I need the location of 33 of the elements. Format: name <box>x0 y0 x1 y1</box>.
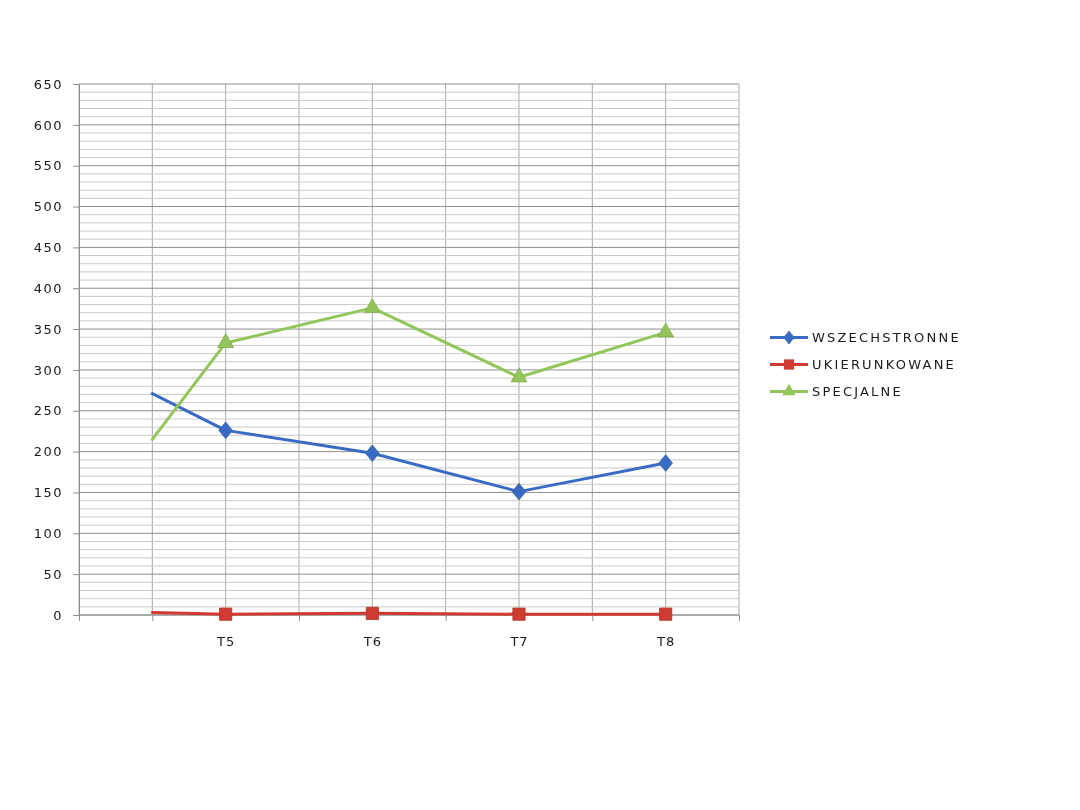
point <box>218 421 233 440</box>
y-tick-label: 50 <box>43 566 63 582</box>
point <box>217 333 235 348</box>
y-tick-label: 400 <box>33 280 63 296</box>
y-tick-label: 0 <box>53 607 63 623</box>
y-tick-label: 100 <box>33 525 63 541</box>
y-tick-label: 500 <box>33 199 63 215</box>
point <box>363 298 381 313</box>
point <box>659 607 673 621</box>
point <box>512 607 526 621</box>
x-tick-label: T8 <box>656 634 676 650</box>
y-tick-label: 250 <box>33 403 63 419</box>
point <box>657 322 675 338</box>
legend-label: WSZECHSTRONNE <box>812 330 961 346</box>
y-tick-label: 600 <box>33 117 63 133</box>
point <box>219 607 233 621</box>
point <box>365 444 380 462</box>
legend-label: UKIERUNKOWANE <box>812 357 956 373</box>
y-tick-label: 650 <box>33 76 63 92</box>
x-tick-label: T5 <box>216 634 236 650</box>
x-tick-label: T7 <box>509 634 529 650</box>
legend-label: SPECJALNE <box>812 384 903 400</box>
y-tick-label: 300 <box>33 362 63 378</box>
y-tick-label: 150 <box>33 485 63 501</box>
y-tick-label: 200 <box>33 444 63 460</box>
point <box>365 606 379 620</box>
y-tick-label: 450 <box>33 240 63 256</box>
point <box>510 367 528 383</box>
y-tick-label: 350 <box>33 321 63 337</box>
point <box>658 454 673 472</box>
x-tick-label: T6 <box>362 634 382 650</box>
point <box>511 482 527 501</box>
y-tick-label: 550 <box>33 158 63 174</box>
